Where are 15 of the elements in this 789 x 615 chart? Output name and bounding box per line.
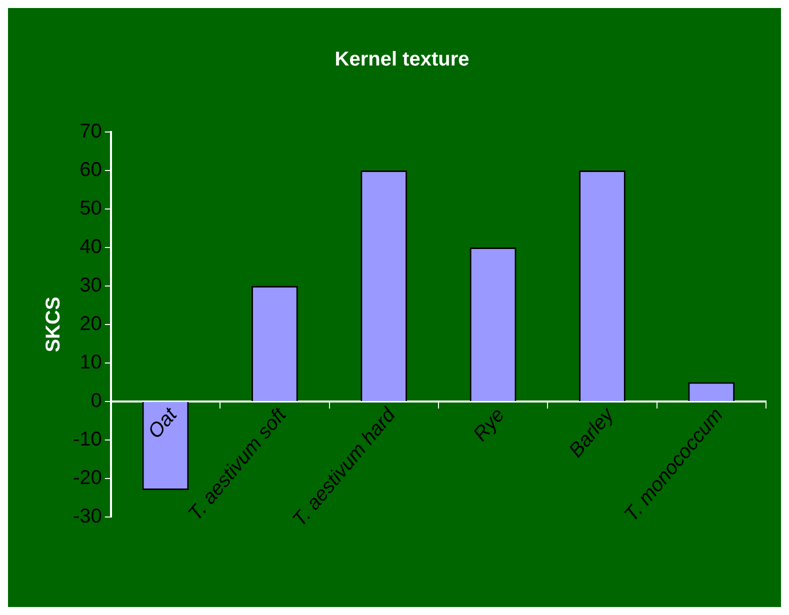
y-tick-label: -10 [73,428,102,451]
y-tick-label: 60 [80,159,102,182]
y-tick-label: 40 [80,236,102,258]
x-tick-label: Rye [469,404,510,446]
y-tick-label: 30 [80,274,102,297]
y-tick-label: 50 [80,198,102,220]
chart-title: Kernel texture [334,48,470,71]
x-tick-label: Oat [144,403,183,443]
y-tick-label: 70 [80,120,102,143]
y-tick-label: -20 [73,467,102,490]
y-tick-label: -30 [73,506,102,528]
y-tick-label: 10 [80,352,102,374]
y-axis-title: SKCS [42,296,65,352]
y-tick-label: 0 [90,390,102,412]
y-tick-label: 20 [80,313,102,336]
